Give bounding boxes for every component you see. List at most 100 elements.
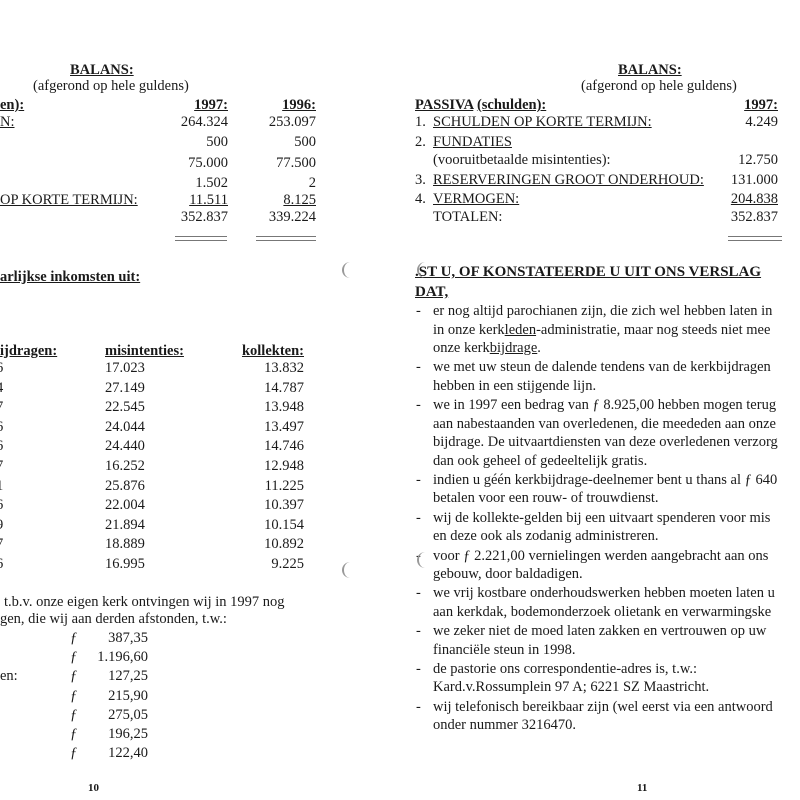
bullet-line: voor ƒ 2.221,00 vernielingen werden aang… (433, 548, 768, 564)
text-segment: onder nummer 3216470. (433, 717, 576, 734)
right-page: BALANS: (afgerond op hele guldens) PASSI… (400, 0, 800, 800)
bullet-line: er nog altijd parochianen zijn, die zich… (433, 303, 772, 319)
row-value: 352.837 (730, 209, 778, 225)
col-header-misintenties: misintenties: (105, 343, 184, 359)
row-value: 131.000 (730, 172, 778, 188)
donation-amount: 215,90 (108, 687, 148, 704)
row-label: TOTALEN: (433, 209, 503, 225)
heading-line-2: DAT, (415, 284, 449, 300)
bullet-line: bijdrage. De uitvaartdiensten van deze o… (433, 434, 778, 450)
text-segment: we zeker niet de moed laten zakken en ve… (433, 623, 767, 640)
row-value: 204.838 (730, 191, 778, 207)
bullet-line: we zeker niet de moed laten zakken en ve… (433, 623, 766, 639)
balance-value-1997: 500 (206, 134, 228, 150)
bullet-line: de pastorie ons correspondentie-adres is… (433, 661, 697, 677)
donation-amount: 387,35 (108, 630, 148, 646)
text-segment: voor ƒ 2.221,00 vernielingen werden aang… (433, 547, 769, 564)
text-segment: indien u géén kerkbijdrage-deelnemer ben… (433, 471, 778, 488)
text-segment: dan ook geheel of gedeeltelijk gratis. (433, 452, 648, 469)
text-segment: aan nabestaanden van overledenen, die me… (433, 415, 776, 432)
bullet-line: financiële steun in 1998. (433, 642, 576, 658)
cell-misintenties: 17.023 (105, 360, 145, 376)
text-segment: Kard.v.Rossumplein 97 A; 6221 SZ Maastri… (433, 679, 710, 696)
left-page: BALANS: (afgerond op hele guldens) en): … (0, 62, 344, 794)
balance-subtitle: (afgerond op hele guldens) (33, 78, 189, 94)
donation-amount: 275,05 (108, 706, 148, 723)
cell-misintenties: 21.894 (105, 516, 145, 533)
text-segment: gebouw, door baldadigen. (433, 566, 583, 582)
cell-kollekten: 12.948 (264, 458, 304, 474)
liabilities-label: PASSIVA (415, 97, 474, 113)
bullet-line: aan kerkdak, bodemonderzoek olietank en … (433, 604, 771, 620)
paragraph-line: t.b.v. onze eigen kerk ontvingen wij in … (4, 594, 285, 610)
bullet-line: indien u géén kerkbijdrage-deelnemer ben… (433, 472, 777, 488)
cell-bijdragen: 6 (0, 438, 3, 454)
cell-bijdragen: 6 (0, 556, 3, 572)
bullet-line: Kard.v.Rossumplein 97 A; 6221 SZ Maastri… (433, 679, 709, 695)
row-label: FUNDATIES (433, 134, 512, 150)
cell-misintenties: 16.995 (105, 556, 145, 572)
cell-bijdragen: 6 (0, 497, 3, 513)
cell-kollekten: 11.225 (264, 477, 304, 494)
balance-value-1996: 339.224 (268, 209, 316, 225)
balance-value-1997: 75.000 (188, 155, 228, 171)
text-segment: en deze ook als zodanig administreren. (433, 528, 659, 545)
cell-kollekten: 13.948 (264, 399, 304, 416)
cell-kollekten: 13.832 (264, 360, 304, 376)
cell-misintenties: 25.876 (105, 477, 145, 494)
bullet-dash: - (416, 698, 421, 715)
currency-symbol: ƒ (70, 630, 78, 646)
cell-bijdragen: 9 (0, 517, 3, 533)
bullet-line: aan nabestaanden van overledenen, die me… (433, 416, 776, 432)
row-number: 3. (415, 172, 426, 188)
donation-amount: 1.196,60 (97, 649, 148, 666)
double-underline (256, 236, 316, 241)
bullet-dash: - (416, 471, 421, 488)
text-segment: wij telefonisch bereikbaar zijn (wel eer… (433, 698, 773, 715)
cell-misintenties: 22.545 (105, 399, 145, 416)
balance-value-1997: 352.837 (180, 209, 228, 225)
bullet-line: we vrij kostbare onderhoudswerken hebben… (433, 585, 775, 601)
cell-misintenties: 27.149 (105, 379, 145, 396)
currency-symbol: ƒ (70, 649, 78, 666)
year-1997-header: 1997: (194, 97, 228, 113)
balance-value-1996: 500 (294, 134, 316, 150)
cell-kollekten: 13.497 (264, 418, 304, 435)
text-segment: betalen voor een rouw- of trouwdienst. (433, 490, 659, 507)
cell-bijdragen: 7 (0, 399, 3, 415)
currency-symbol: ƒ (70, 668, 78, 685)
double-underline (175, 236, 227, 241)
bullet-line: dan ook geheel of gedeeltelijk gratis. (433, 453, 647, 469)
cell-kollekten: 10.892 (264, 536, 304, 553)
currency-symbol: ƒ (70, 745, 78, 762)
donation-amount: 196,25 (108, 726, 148, 742)
paragraph-line: gen, die wij aan derden afstonden, t.w.: (0, 611, 227, 627)
cell-misintenties: 18.889 (105, 536, 145, 553)
cell-kollekten: 9.225 (271, 556, 304, 572)
heading-line-1: .ST U, OF KONSTATEERDE U UIT ONS VERSLAG (415, 264, 762, 280)
bullet-line: in onze kerkleden-administratie, maar no… (433, 322, 770, 338)
text-segment: . (537, 340, 541, 356)
page-number: 10 (88, 782, 99, 794)
page-number: 11 (637, 782, 648, 794)
text-segment: er nog altijd parochianen zijn, die zich… (433, 303, 773, 319)
bullet-line: onze kerkbijdrage. (433, 340, 541, 356)
liabilities-sublabel: (schulden): (476, 97, 547, 113)
donation-amount: 122,40 (108, 745, 148, 762)
bullet-line: onder nummer 3216470. (433, 717, 576, 733)
balance-value-1996: 8.125 (283, 192, 316, 208)
bullet-line: en deze ook als zodanig administreren. (433, 528, 658, 544)
bullet-line: we in 1997 een bedrag van ƒ 8.925,00 heb… (433, 397, 776, 413)
text-segment: we met uw steun de dalende tendens van d… (433, 359, 771, 376)
cell-bijdragen: 1 (0, 478, 3, 494)
text-segment: hebben in een stijgende lijn. (433, 377, 597, 394)
cell-misintenties: 24.044 (105, 418, 145, 435)
donation-label: en: (0, 668, 18, 685)
text-segment: we vrij kostbare onderhoudswerken hebben… (433, 585, 775, 602)
balance-value-1996: 2 (308, 175, 316, 191)
balance-subtitle: (afgerond op hele guldens) (581, 78, 737, 94)
bullet-line: hebben in een stijgende lijn. (433, 378, 596, 394)
row-value: 12.750 (738, 152, 778, 168)
row-label: (vooruitbetaalde misintenties): (433, 152, 611, 168)
text-segment: -administratie, maar nog steeds niet mee (536, 321, 771, 338)
